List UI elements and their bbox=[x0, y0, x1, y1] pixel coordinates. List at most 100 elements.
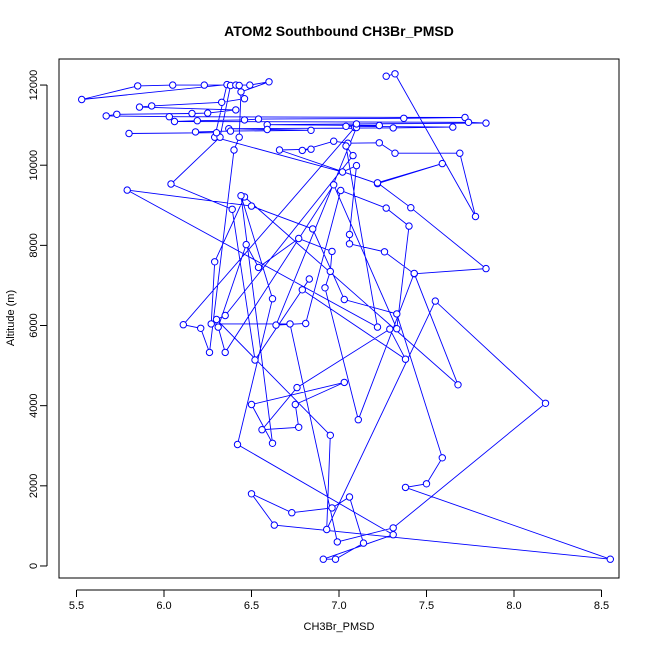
data-point bbox=[422, 480, 431, 488]
data-point bbox=[431, 297, 439, 305]
y-tick-label: 10000 bbox=[28, 150, 40, 181]
data-point bbox=[247, 202, 256, 210]
data-point bbox=[606, 555, 614, 563]
data-point bbox=[235, 133, 243, 141]
data-point bbox=[382, 204, 390, 212]
data-point bbox=[254, 115, 263, 123]
series-layer bbox=[78, 70, 614, 563]
y-tick-label: 4000 bbox=[28, 393, 40, 417]
x-tick-label: 6.0 bbox=[156, 600, 171, 612]
data-point bbox=[386, 325, 394, 333]
data-point bbox=[541, 399, 550, 407]
data-point bbox=[349, 151, 357, 160]
data-point bbox=[456, 149, 464, 157]
data-point bbox=[326, 267, 334, 276]
data-point bbox=[375, 139, 383, 147]
data-point bbox=[401, 483, 410, 492]
data-point bbox=[242, 240, 250, 249]
data-point bbox=[352, 161, 361, 170]
data-point bbox=[380, 248, 389, 256]
data-point bbox=[275, 146, 284, 154]
x-tick-label: 7.5 bbox=[419, 600, 434, 612]
data-point bbox=[352, 120, 361, 128]
data-point bbox=[169, 81, 177, 89]
data-point bbox=[338, 168, 347, 176]
y-tick-label: 0 bbox=[28, 563, 40, 569]
data-point bbox=[237, 88, 245, 96]
data-point bbox=[302, 319, 310, 328]
data-point bbox=[400, 114, 408, 123]
data-point bbox=[148, 102, 156, 110]
y-tick-label: 8000 bbox=[28, 233, 40, 257]
data-point bbox=[389, 524, 397, 532]
data-point bbox=[375, 121, 383, 130]
data-point bbox=[359, 539, 368, 547]
data-point bbox=[135, 103, 144, 111]
data-point bbox=[482, 264, 490, 273]
data-point bbox=[268, 295, 277, 303]
data-point bbox=[212, 129, 221, 137]
data-point bbox=[237, 192, 245, 200]
data-point bbox=[232, 106, 240, 114]
data-point bbox=[214, 323, 222, 331]
data-point bbox=[218, 98, 226, 107]
data-point bbox=[247, 400, 256, 409]
data-point bbox=[295, 423, 303, 431]
data-point bbox=[251, 356, 259, 364]
data-point bbox=[78, 95, 86, 104]
data-point bbox=[134, 82, 142, 90]
data-point bbox=[211, 258, 219, 266]
data-point bbox=[193, 117, 202, 125]
x-axis: 5.5 6.0 6.5 7.0 7.5 8.0 8.5 bbox=[69, 589, 609, 612]
data-point bbox=[123, 186, 131, 194]
data-point bbox=[337, 186, 345, 195]
data-point bbox=[228, 205, 236, 214]
data-point bbox=[330, 181, 338, 189]
data-point bbox=[373, 323, 382, 331]
data-point bbox=[407, 204, 415, 212]
data-point bbox=[401, 355, 410, 363]
data-point bbox=[207, 320, 215, 328]
data-point bbox=[165, 113, 174, 121]
data-point bbox=[323, 525, 331, 534]
data-point bbox=[113, 110, 121, 119]
data-point bbox=[326, 431, 334, 439]
plot-frame bbox=[58, 58, 620, 579]
data-point bbox=[170, 117, 179, 126]
data-point bbox=[345, 240, 354, 248]
data-point bbox=[410, 269, 418, 278]
data-point bbox=[449, 123, 457, 131]
data-point bbox=[298, 146, 306, 155]
data-point bbox=[247, 490, 256, 498]
chart-title: ATOM2 Southbound CH3Br_PMSD bbox=[224, 23, 454, 39]
data-point bbox=[235, 81, 243, 90]
data-point bbox=[309, 225, 317, 233]
data-point bbox=[188, 109, 196, 118]
x-tick-label: 8.5 bbox=[594, 600, 609, 612]
data-point bbox=[286, 320, 294, 328]
data-point bbox=[258, 426, 266, 434]
data-point bbox=[340, 295, 348, 304]
y-axis: 0 2000 4000 6000 8000 10000 12000 bbox=[28, 70, 48, 569]
data-point bbox=[268, 439, 277, 447]
data-point bbox=[205, 348, 214, 357]
data-point bbox=[197, 324, 205, 332]
x-axis-label: CH3Br_PMSD bbox=[304, 621, 375, 633]
data-point bbox=[167, 180, 175, 188]
data-point bbox=[221, 311, 229, 320]
data-point bbox=[265, 78, 273, 86]
data-point bbox=[461, 113, 469, 122]
data-point bbox=[246, 81, 254, 89]
data-point bbox=[389, 531, 397, 539]
data-point bbox=[221, 348, 229, 357]
data-point bbox=[125, 129, 133, 138]
x-tick-label: 7.0 bbox=[331, 600, 346, 612]
data-point bbox=[179, 321, 188, 329]
data-point bbox=[345, 493, 354, 501]
data-point bbox=[291, 400, 299, 409]
data-point bbox=[102, 112, 110, 120]
data-point bbox=[321, 284, 329, 292]
data-point bbox=[405, 222, 413, 230]
y-tick-label: 6000 bbox=[28, 313, 40, 337]
